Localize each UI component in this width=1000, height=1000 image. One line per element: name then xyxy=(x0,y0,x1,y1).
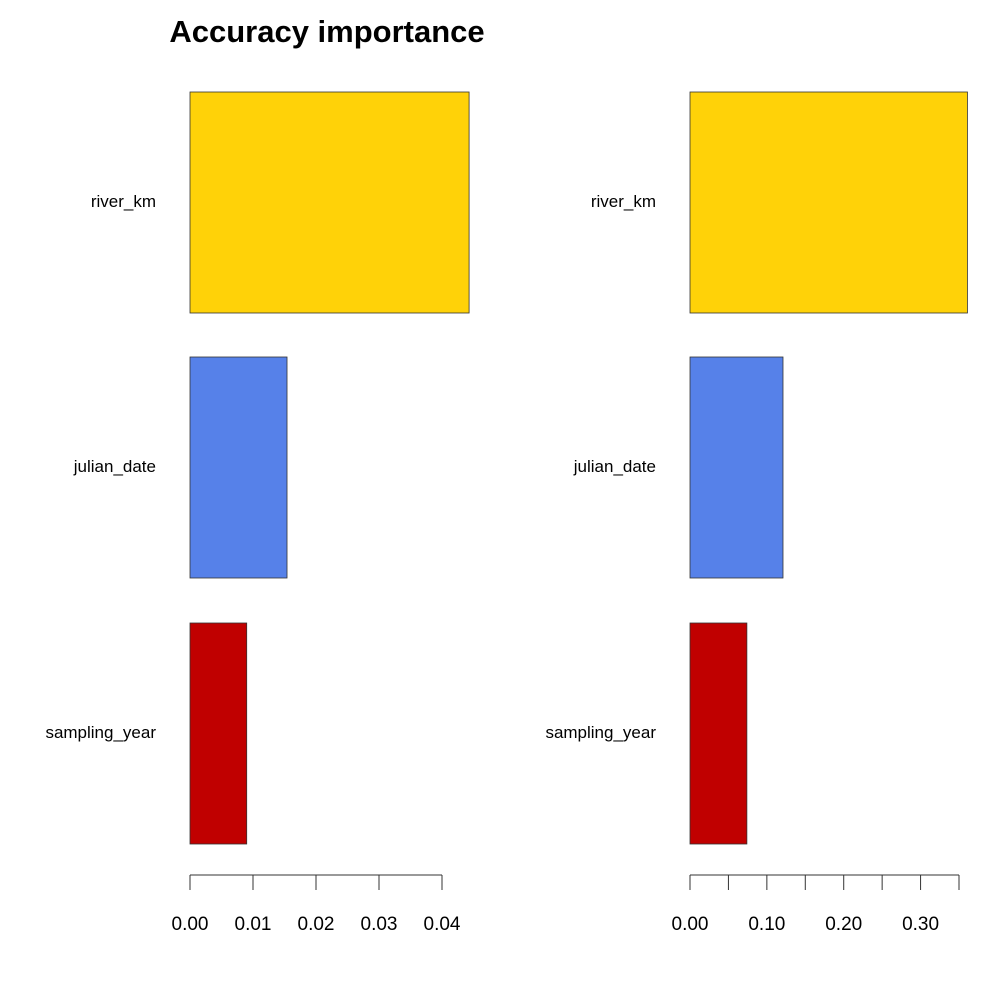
bar xyxy=(689,356,784,579)
category-label: julian_date xyxy=(573,457,656,476)
x-tick-label: 0.30 xyxy=(902,914,939,935)
category-label: river_km xyxy=(591,192,656,211)
bar xyxy=(189,622,248,845)
x-tick-label: 0.01 xyxy=(235,914,272,935)
category-label: sampling_year xyxy=(45,723,156,742)
bar xyxy=(689,622,748,845)
x-tick-label: 0.00 xyxy=(672,914,709,935)
bar xyxy=(189,91,470,314)
bar xyxy=(689,91,968,314)
x-tick-label: 0.04 xyxy=(424,914,461,935)
category-label: sampling_year xyxy=(545,723,656,742)
category-label: river_km xyxy=(91,192,156,211)
x-tick-label: 0.02 xyxy=(298,914,335,935)
x-tick-label: 0.03 xyxy=(361,914,398,935)
category-label: julian_date xyxy=(73,457,156,476)
x-tick-label: 0.00 xyxy=(172,914,209,935)
x-tick-label: 0.20 xyxy=(825,914,862,935)
chart-title: Accuracy importance xyxy=(169,14,484,49)
bar xyxy=(189,356,288,579)
x-tick-label: 0.10 xyxy=(748,914,785,935)
